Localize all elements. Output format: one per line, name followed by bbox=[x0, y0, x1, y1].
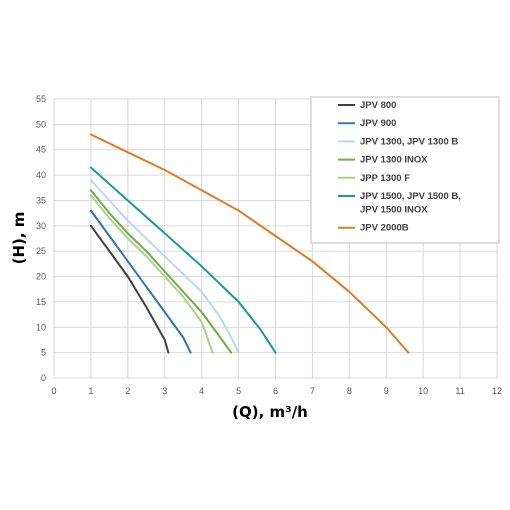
y-tick-label: 35 bbox=[36, 195, 46, 205]
x-tick-label: 6 bbox=[273, 386, 278, 396]
legend-label: JPV 900 bbox=[360, 118, 396, 129]
x-tick-label: 5 bbox=[236, 386, 241, 396]
y-tick-label: 15 bbox=[36, 297, 46, 307]
series-line-3 bbox=[89, 179, 240, 354]
y-tick-label: 40 bbox=[36, 170, 46, 180]
series-lines bbox=[89, 133, 410, 354]
y-tick-label: 25 bbox=[36, 246, 46, 256]
x-tick-label: 0 bbox=[51, 386, 56, 396]
y-tick-label: 55 bbox=[36, 94, 46, 104]
y-tick-label: 5 bbox=[41, 348, 46, 358]
x-tick-label: 11 bbox=[455, 386, 464, 396]
y-tick-label: 10 bbox=[36, 322, 46, 332]
y-tick-label: 0 bbox=[41, 373, 46, 383]
legend-label: JPV 1500, JPV 1500 B, bbox=[360, 191, 461, 202]
x-axis-title: (Q), m³/h bbox=[232, 403, 308, 421]
y-tick-label: 30 bbox=[36, 221, 46, 231]
series-line-2 bbox=[89, 209, 192, 354]
legend-box bbox=[310, 96, 500, 244]
x-tick-label: 9 bbox=[384, 386, 389, 396]
series-line-4 bbox=[89, 189, 233, 354]
legend-label: JPV 1500 INOX bbox=[360, 205, 428, 216]
x-tick-label: 1 bbox=[88, 386, 93, 396]
legend-label: JPV 1300 INOX bbox=[360, 155, 428, 166]
series-line-7 bbox=[89, 133, 410, 354]
x-tick-label: 12 bbox=[492, 386, 502, 396]
x-tick-label: 10 bbox=[418, 386, 428, 396]
x-tick-labels: 0 1 2 3 4 5 6 7 8 9 10 11 12 bbox=[51, 386, 502, 396]
legend-label: JPV 1300, JPV 1300 B bbox=[360, 136, 458, 147]
y-tick-labels: 0 5 10 15 20 25 30 35 40 45 50 55 bbox=[36, 94, 46, 383]
series-line-1 bbox=[89, 224, 170, 354]
y-tick-label: 20 bbox=[36, 272, 46, 282]
y-tick-label: 45 bbox=[36, 145, 46, 155]
legend: JPV 800 JPV 900 JPV 1300, JPV 1300 B JPV 13… bbox=[310, 96, 500, 244]
legend-label: JPP 1300 F bbox=[360, 173, 410, 184]
x-tick-label: 4 bbox=[199, 386, 204, 396]
series-line-5 bbox=[89, 194, 214, 354]
x-tick-label: 3 bbox=[162, 386, 167, 396]
x-tick-label: 8 bbox=[347, 386, 352, 396]
x-tick-label: 7 bbox=[310, 386, 315, 396]
y-tick-label: 50 bbox=[36, 119, 46, 129]
legend-label: JPV 800 bbox=[360, 100, 396, 111]
series-line-6 bbox=[89, 166, 277, 354]
x-tick-label: 2 bbox=[125, 386, 130, 396]
legend-label: JPV 2000B bbox=[360, 223, 409, 234]
y-axis-title: (H), m bbox=[10, 212, 28, 265]
